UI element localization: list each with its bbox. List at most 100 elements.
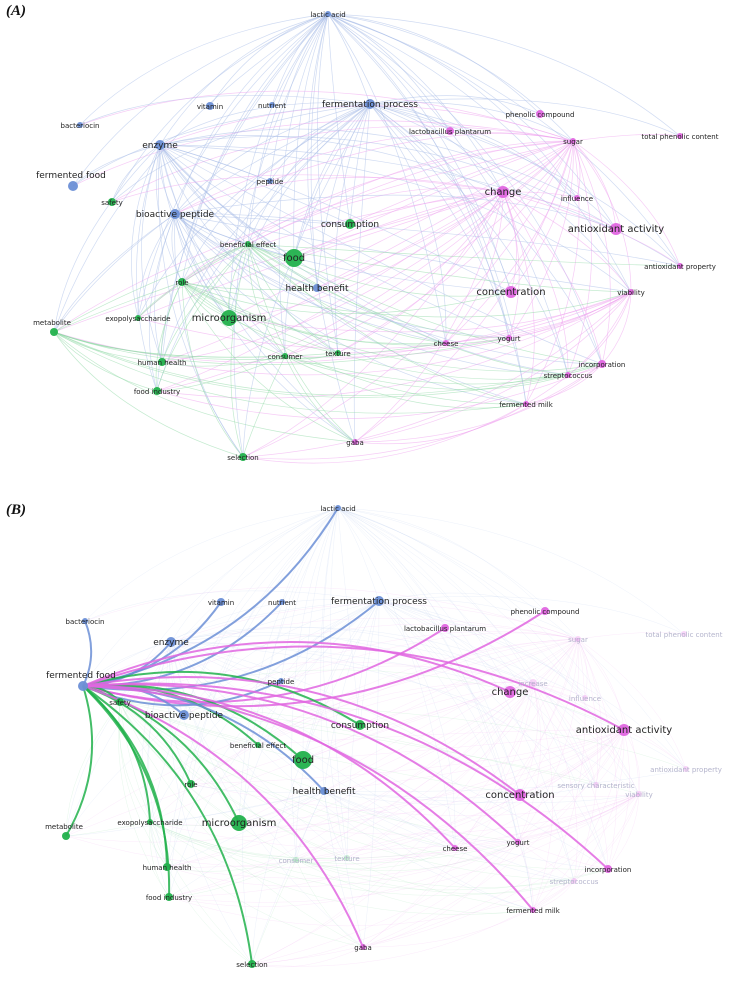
edge — [295, 859, 534, 914]
node-viability[interactable]: viability — [625, 791, 653, 799]
node-sensory-characteristic[interactable]: sensory characteristic — [557, 782, 635, 790]
node-fermented-milk[interactable]: fermented milk — [499, 401, 554, 409]
node-food-industry[interactable]: food industry — [146, 893, 192, 902]
node-antioxidant-activity[interactable]: antioxidant activity — [568, 223, 665, 235]
node-gaba[interactable]: gaba — [346, 439, 364, 447]
node-bioactive-peptide[interactable]: bioactive peptide — [145, 710, 224, 721]
edge — [53, 13, 329, 333]
node-beneficial-effect[interactable]: beneficial effect — [230, 742, 286, 750]
node-viability[interactable]: viability — [617, 289, 645, 297]
node-human-health[interactable]: human health — [143, 863, 192, 872]
node-microorganism[interactable]: microorganism — [192, 310, 267, 326]
node-lactobacillus-plantarum[interactable]: lactobacillus plantarum — [409, 127, 491, 136]
node-exopolysaccharide[interactable]: exopolysaccharide — [117, 819, 183, 827]
node-lactic-acid[interactable]: lactic acid — [320, 505, 356, 513]
edge — [532, 729, 625, 911]
node-fermentation-process[interactable]: fermentation process — [322, 99, 418, 110]
node-selection[interactable]: selection — [227, 453, 259, 462]
node-food-industry[interactable]: food industry — [134, 387, 180, 396]
edge — [572, 140, 681, 267]
node-food[interactable]: food — [283, 249, 305, 267]
edge — [378, 600, 456, 849]
node-phenolic-compound[interactable]: phenolic compound — [511, 607, 580, 616]
node-circle — [187, 780, 195, 788]
node-fermentation-process[interactable]: fermentation process — [331, 596, 427, 607]
node-incorporation[interactable]: incorporation — [579, 360, 626, 369]
node-gaba[interactable]: gaba — [354, 944, 372, 952]
node-streptococcus[interactable]: streptococcus — [550, 878, 599, 886]
node-sugar[interactable]: sugar — [568, 636, 588, 644]
node-texture[interactable]: texture — [334, 855, 360, 863]
node-consumption[interactable]: consumption — [331, 720, 389, 731]
node-fermented-food[interactable]: fermented food — [36, 171, 106, 191]
node-consumption[interactable]: consumption — [321, 219, 379, 230]
node-texture[interactable]: texture — [325, 350, 351, 358]
node-human-health[interactable]: human health — [138, 358, 187, 367]
node-exopolysaccharide[interactable]: exopolysaccharide — [105, 315, 171, 323]
node-increase[interactable]: increase — [518, 679, 548, 688]
node-lactobacillus-plantarum[interactable]: lactobacillus plantarum — [404, 624, 486, 633]
node-safety[interactable]: safety — [101, 198, 123, 207]
node-vitamin[interactable]: vitamin — [197, 102, 223, 111]
node-change[interactable]: change — [485, 186, 522, 198]
node-label: fermented milk — [506, 907, 561, 915]
node-peptide[interactable]: peptide — [257, 178, 284, 186]
node-concentration[interactable]: concentration — [476, 286, 546, 298]
node-metabolite[interactable]: metabolite — [45, 823, 83, 840]
node-peptide[interactable]: peptide — [268, 678, 295, 686]
edge — [166, 729, 625, 868]
network-map-a: lactic acid vitamin nutrient fermentation p… — [33, 11, 719, 464]
node-cheese[interactable]: cheese — [434, 340, 459, 348]
node-consumer[interactable]: consumer — [268, 353, 303, 361]
node-yogurt[interactable]: yogurt — [507, 839, 530, 847]
node-change[interactable]: change — [492, 686, 529, 698]
node-bioactive-peptide[interactable]: bioactive peptide — [136, 209, 215, 220]
node-sugar[interactable]: sugar — [563, 138, 583, 146]
node-role[interactable]: role — [184, 780, 198, 789]
node-total-phenolic-content[interactable]: total phenolic content — [646, 631, 723, 639]
node-phenolic-compound[interactable]: phenolic compound — [506, 110, 575, 119]
node-antioxidant-property[interactable]: antioxidant property — [644, 263, 716, 271]
node-enzyme[interactable]: enzyme — [142, 140, 178, 151]
node-microorganism[interactable]: microorganism — [202, 815, 277, 831]
node-label: role — [175, 279, 188, 287]
node-antioxidant-activity[interactable]: antioxidant activity — [576, 724, 673, 736]
node-circle — [536, 110, 544, 118]
node-consumer[interactable]: consumer — [279, 857, 314, 865]
node-bacteriocin[interactable]: bacteriocin — [66, 618, 105, 626]
node-fermented-milk[interactable]: fermented milk — [506, 907, 561, 915]
node-yogurt[interactable]: yogurt — [498, 335, 521, 343]
node-antioxidant-property[interactable]: antioxidant property — [650, 766, 722, 774]
node-metabolite[interactable]: metabolite — [33, 319, 71, 336]
node-cheese[interactable]: cheese — [443, 845, 468, 853]
node-safety[interactable]: safety — [109, 698, 131, 707]
node-concentration[interactable]: concentration — [485, 789, 555, 801]
node-label: phenolic compound — [511, 608, 580, 616]
node-beneficial-effect[interactable]: beneficial effect — [220, 241, 276, 249]
edge — [359, 638, 579, 726]
node-enzyme[interactable]: enzyme — [153, 637, 189, 648]
node-incorporation[interactable]: incorporation — [585, 865, 632, 874]
edge — [362, 600, 380, 948]
node-health-benefit[interactable]: health benefit — [285, 284, 349, 294]
edge — [174, 177, 504, 215]
node-lactic-acid[interactable]: lactic acid — [310, 11, 346, 19]
node-total-phenolic-content[interactable]: total phenolic content — [642, 133, 719, 141]
edge — [111, 125, 574, 203]
node-influence[interactable]: influence — [569, 695, 601, 703]
node-vitamin[interactable]: vitamin — [208, 598, 234, 607]
node-nutrient[interactable]: nutrient — [268, 599, 296, 607]
node-nutrient[interactable]: nutrient — [258, 102, 286, 110]
node-health-benefit[interactable]: health benefit — [292, 787, 356, 797]
edge — [159, 128, 578, 199]
node-fermented-food[interactable]: fermented food — [46, 671, 116, 691]
node-food[interactable]: food — [292, 751, 314, 769]
node-role[interactable]: role — [175, 278, 189, 287]
node-influence[interactable]: influence — [561, 195, 593, 203]
edge — [251, 729, 625, 965]
node-streptococcus[interactable]: streptococcus — [544, 372, 593, 380]
edge — [269, 103, 371, 182]
edge — [257, 729, 625, 746]
node-selection[interactable]: selection — [236, 960, 268, 969]
node-bacteriocin[interactable]: bacteriocin — [61, 122, 100, 130]
